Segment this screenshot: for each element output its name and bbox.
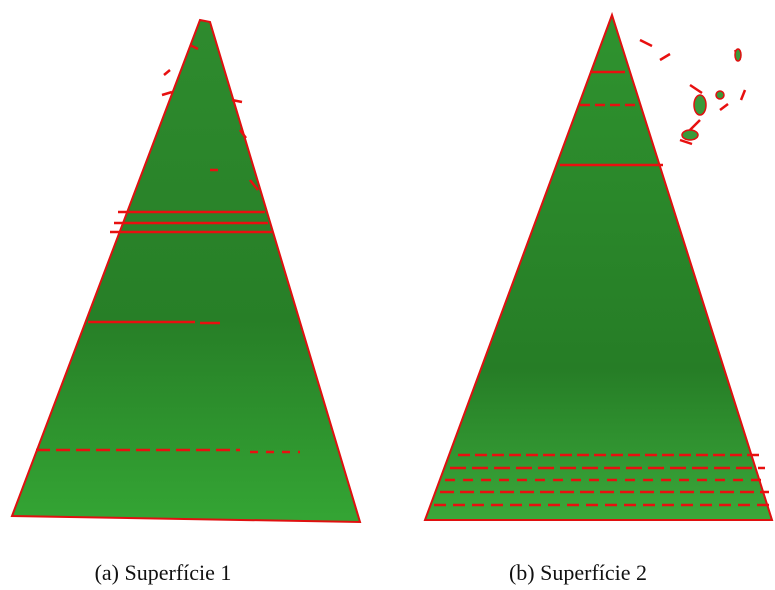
caption: (a) Superfície 1	[95, 560, 232, 585]
surface-1-image	[12, 20, 360, 522]
surface-2-image	[425, 15, 772, 520]
figure: (a) Superfície 1 (b) Superfície 2	[0, 0, 775, 590]
caption: (b) Superfície 2	[509, 560, 647, 585]
page: (a) Superfície 1 (b) Superfície 2 (() =>…	[0, 0, 775, 590]
